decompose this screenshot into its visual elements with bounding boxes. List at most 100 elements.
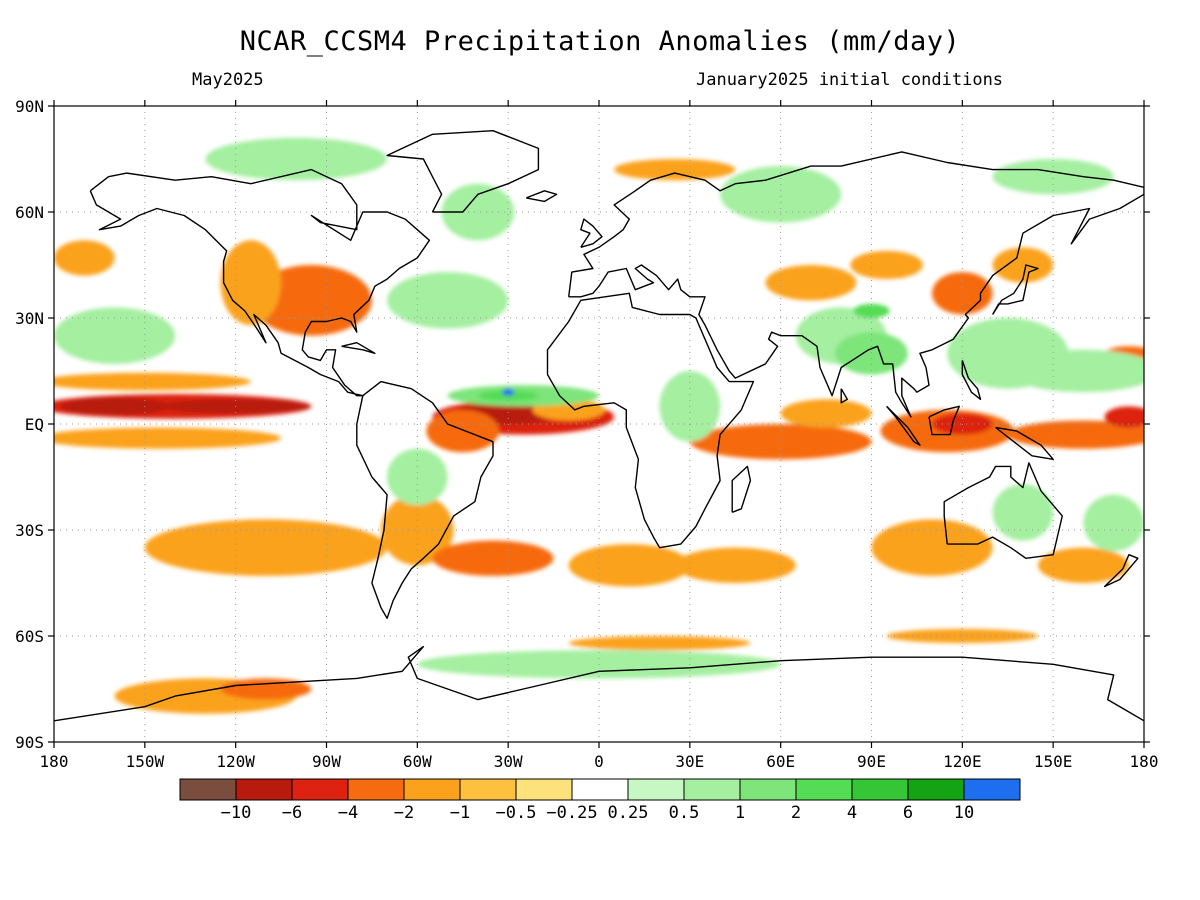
anomaly-patch xyxy=(992,484,1054,541)
lon-tick-label: 120W xyxy=(216,752,255,771)
anomaly-patch xyxy=(1007,420,1144,449)
anomaly-patch xyxy=(426,409,500,453)
lon-tick-label: 180 xyxy=(40,752,69,771)
colorbar-swatch xyxy=(403,778,461,801)
anomaly-patch xyxy=(1083,494,1144,552)
colorbar-label: 0.25 xyxy=(608,803,649,823)
coastline xyxy=(341,342,376,354)
colorbar-label: −4 xyxy=(338,803,358,823)
anomaly-patch xyxy=(387,272,509,329)
coastline xyxy=(546,292,755,549)
anomaly-patch xyxy=(441,183,515,241)
anomaly-patch xyxy=(850,250,923,280)
anomaly-patch xyxy=(614,159,736,181)
colorbar-swatch xyxy=(851,778,909,801)
anomaly-patch xyxy=(502,388,515,396)
colorbar-swatch xyxy=(571,778,629,801)
lon-tick-label: 180 xyxy=(1130,752,1159,771)
colorbar-label: 1 xyxy=(735,803,745,823)
anomaly-field xyxy=(54,137,1144,714)
coastline xyxy=(1103,554,1139,588)
anomaly-patch xyxy=(568,544,690,587)
coastlines xyxy=(54,129,1144,722)
colorbar-swatch xyxy=(795,778,853,801)
graticule xyxy=(54,106,1144,742)
lat-tick-label: 30N xyxy=(15,309,44,328)
coastline xyxy=(89,168,431,397)
colorbar-swatch xyxy=(347,778,405,801)
anomaly-patch xyxy=(765,265,857,301)
lat-tick-label: EQ xyxy=(25,415,44,434)
anomaly-patch xyxy=(54,372,251,391)
colorbar-swatch xyxy=(179,778,237,801)
anomaly-patch xyxy=(54,240,115,276)
colorbar-label: −10 xyxy=(221,803,252,823)
anomaly-patch xyxy=(780,399,872,428)
anomaly-patch xyxy=(54,427,282,449)
coastline xyxy=(580,218,603,248)
colorbar-swatch xyxy=(627,778,685,801)
anomaly-patch xyxy=(1104,406,1144,428)
coastline xyxy=(356,380,494,619)
colorbar-label: −1 xyxy=(450,803,470,823)
colorbar-label: −2 xyxy=(394,803,414,823)
coastline xyxy=(386,129,540,213)
coastline xyxy=(840,388,848,404)
anomaly-patch xyxy=(689,424,872,460)
coastline xyxy=(568,151,1144,418)
anomaly-patch xyxy=(992,247,1054,283)
coastline xyxy=(961,360,982,400)
colorbar-label: 10 xyxy=(954,803,974,823)
coastline xyxy=(995,426,1054,460)
coastline xyxy=(928,405,960,436)
anomaly-patch xyxy=(835,332,908,375)
anomaly-patch xyxy=(871,519,993,576)
colorbar-swatch xyxy=(739,778,797,801)
lon-tick-label: 30E xyxy=(675,752,704,771)
anomaly-patch xyxy=(947,318,1069,389)
anomaly-patch xyxy=(387,448,448,506)
anomaly-patch xyxy=(60,397,170,416)
lon-tick-label: 90W xyxy=(312,752,341,771)
colorbar-swatch xyxy=(907,778,965,801)
lon-tick-label: 150W xyxy=(126,752,165,771)
lon-tick-label: 60E xyxy=(766,752,795,771)
colorbar-label: −0.25 xyxy=(546,803,597,823)
anomaly-patch xyxy=(674,547,796,583)
colorbar-swatch xyxy=(963,778,1021,801)
colorbar-swatch xyxy=(235,778,293,801)
lon-tick-label: 120E xyxy=(943,752,982,771)
colorbar-label: −0.5 xyxy=(496,803,537,823)
colorbar-swatch xyxy=(515,778,573,801)
colorbar-label: 6 xyxy=(903,803,913,823)
anomaly-patch xyxy=(144,519,388,576)
anomaly-patch xyxy=(568,636,751,651)
anomaly-patch xyxy=(220,678,312,700)
anomaly-patch xyxy=(886,628,1039,644)
anomaly-patch xyxy=(220,240,282,326)
colorbar-label: 4 xyxy=(847,803,857,823)
lat-tick-label: 60N xyxy=(15,203,44,222)
coastline xyxy=(731,465,752,513)
coastline xyxy=(943,462,1064,559)
colorbar-label: 2 xyxy=(791,803,801,823)
colorbar-label: 0.5 xyxy=(669,803,700,823)
coastline xyxy=(886,405,921,446)
lat-tick-label: 60S xyxy=(15,627,44,646)
anomaly-patch xyxy=(992,159,1114,195)
colorbar-swatch xyxy=(291,778,349,801)
lon-tick-label: 90E xyxy=(857,752,886,771)
lat-tick-label: 90S xyxy=(15,733,44,752)
lon-tick-label: 60W xyxy=(403,752,432,771)
chart-title: NCAR_CCSM4 Precipitation Anomalies (mm/d… xyxy=(239,26,961,57)
colorbar: −10 −6 −4 −2 −1 −0.5 −0.25 0.25 0.5 1 2 4 6 10 xyxy=(179,778,1021,823)
lat-tick-label: 30S xyxy=(15,521,44,540)
colorbar-label: −6 xyxy=(282,803,302,823)
anomaly-patch xyxy=(1038,547,1129,583)
anomaly-patch xyxy=(205,137,388,181)
colorbar-swatch xyxy=(459,778,517,801)
anomaly-patch xyxy=(432,540,554,576)
anomaly-patch xyxy=(54,307,176,364)
